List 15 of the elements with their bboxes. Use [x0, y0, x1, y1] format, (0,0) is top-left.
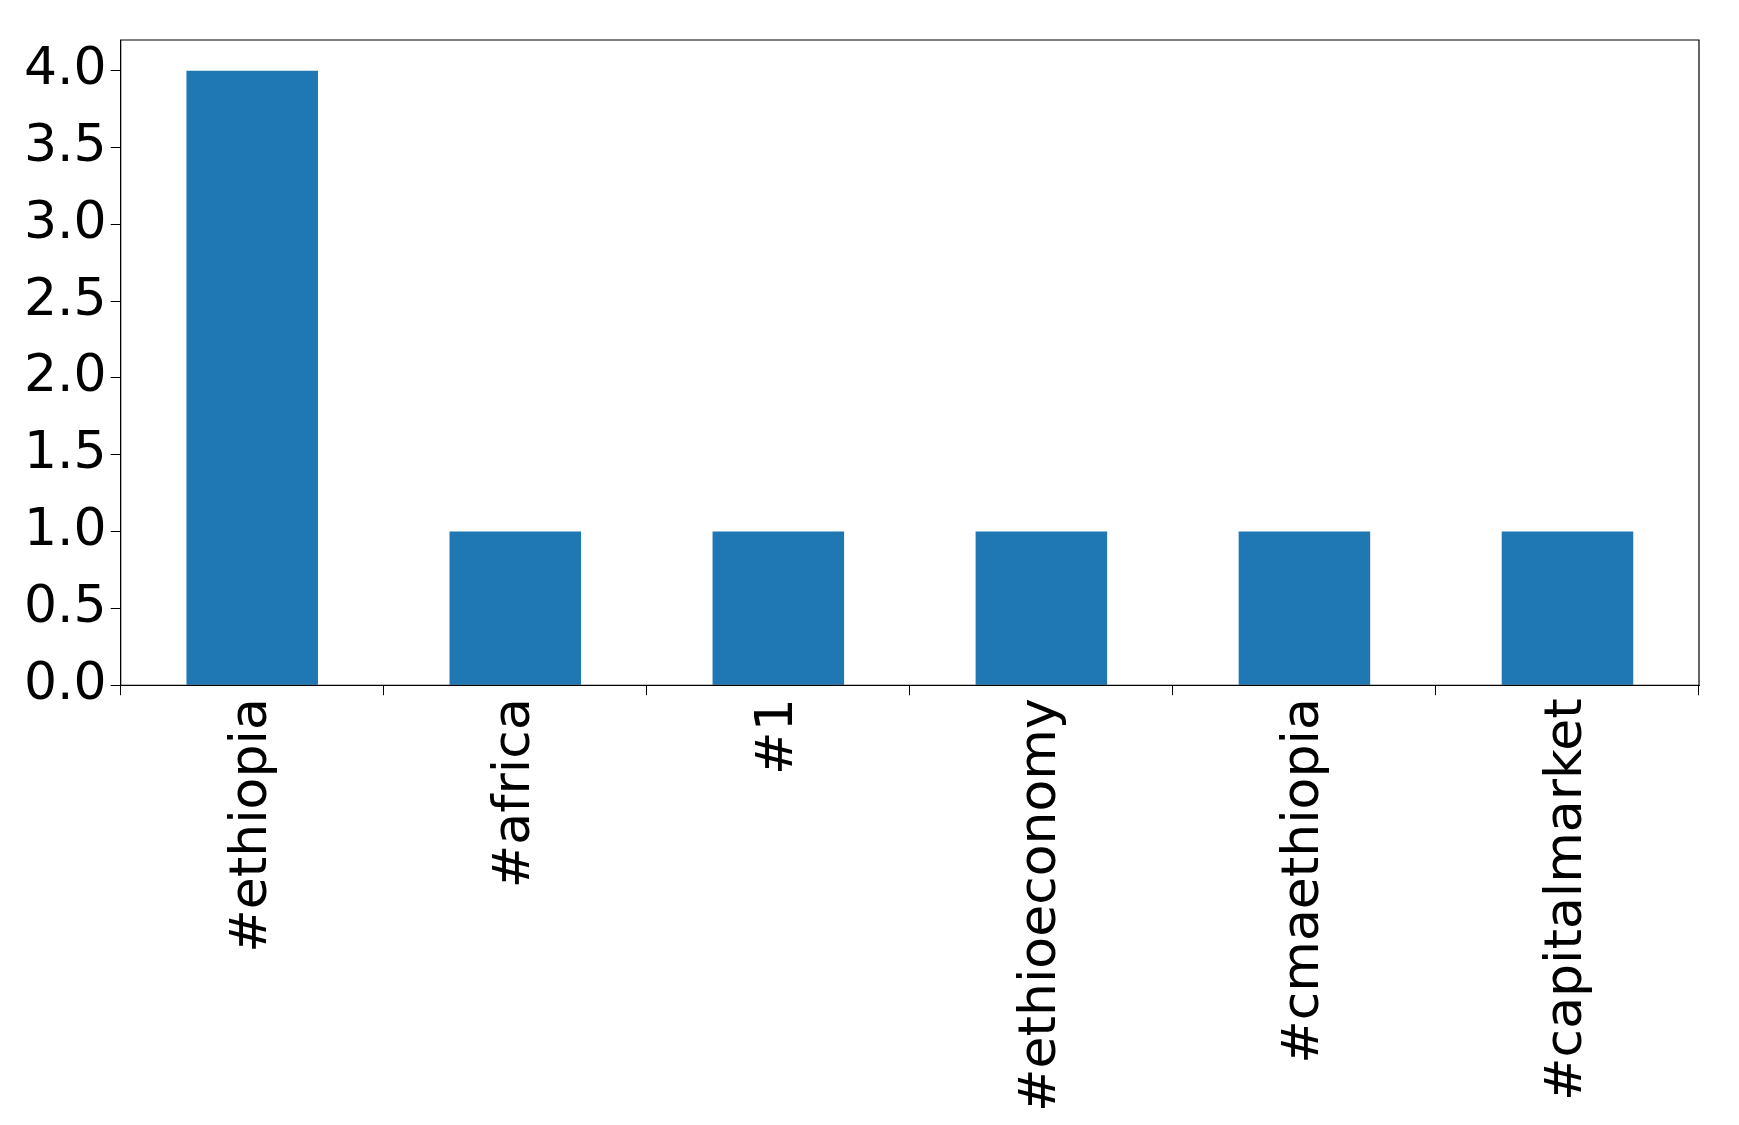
y-tick-label: 2.5 — [23, 266, 107, 327]
x-tick-label: #ethioeconomy — [1006, 698, 1067, 1112]
y-tick-label: 1.5 — [23, 420, 107, 481]
x-tick-label: #ethiopia — [217, 698, 278, 953]
x-tick-label: #africa — [480, 698, 541, 889]
y-tick-label: 2.0 — [23, 343, 107, 404]
y-tick-label: 3.5 — [23, 113, 107, 174]
y-tick-label: 0.5 — [23, 573, 107, 634]
x-tick-label: #cmaethiopia — [1269, 698, 1330, 1064]
y-tick-label: 4.0 — [23, 36, 107, 97]
y-tick-label: 1.0 — [23, 497, 107, 558]
x-tick-label: #capitalmarket — [1532, 698, 1593, 1101]
y-tick-label: 0.0 — [23, 650, 107, 711]
x-tick-label: #1 — [743, 698, 804, 775]
y-tick-label: 3.0 — [23, 189, 107, 250]
